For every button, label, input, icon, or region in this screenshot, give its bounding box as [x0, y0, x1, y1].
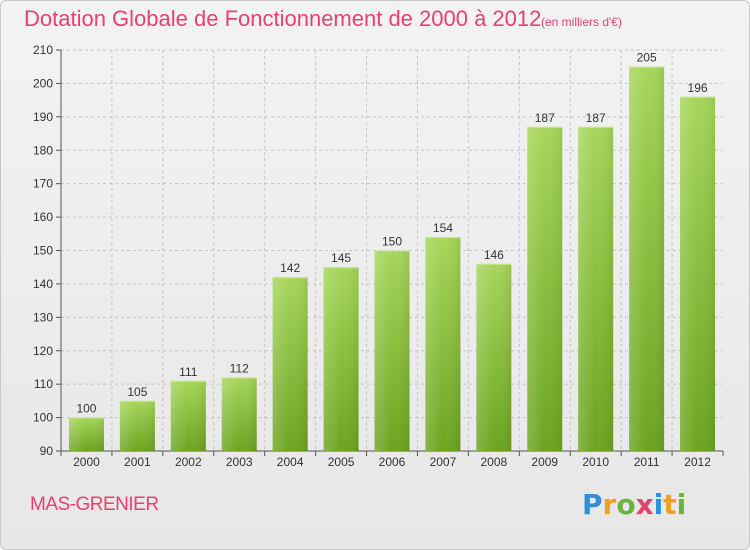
data-label: 187 [535, 111, 555, 125]
logo-letter: x [635, 488, 654, 521]
commune-name: MAS-GRENIER [30, 494, 159, 515]
y-tick-label: 200 [33, 76, 53, 90]
logo-letter: o [616, 488, 636, 521]
bar-shine [527, 126, 563, 451]
logo-letter: t [663, 488, 677, 521]
bar-shine [425, 237, 461, 451]
x-tick-label: 2010 [582, 455, 609, 469]
x-tick-label: 2001 [124, 455, 151, 469]
x-tick-label: 2003 [226, 455, 253, 469]
y-tick-label: 90 [40, 444, 54, 458]
y-tick-label: 180 [33, 143, 53, 157]
bar-shine [119, 400, 155, 451]
data-label: 145 [331, 251, 351, 265]
y-tick-label: 170 [33, 177, 53, 191]
axes: 90 100 110 120 130 140 150 160 170 180 190 200 210 20… [33, 43, 724, 469]
y-tick-label: 120 [33, 344, 53, 358]
y-tick-label: 100 [33, 411, 53, 425]
data-label: 154 [433, 221, 453, 235]
x-tick-label: 2007 [430, 455, 457, 469]
chart-subtitle: (en milliers d'€) [541, 15, 622, 29]
bar-shine [374, 250, 410, 451]
bar-shine [629, 66, 665, 451]
y-tick-label: 160 [33, 210, 53, 224]
x-tick-label: 2012 [684, 455, 711, 469]
logo-letter: r [602, 488, 617, 521]
y-tick-label: 190 [33, 110, 53, 124]
y-tick-label: 140 [33, 277, 53, 291]
bar-shine [476, 263, 512, 451]
x-tick-label: 2009 [531, 455, 558, 469]
data-label: 196 [688, 81, 708, 95]
data-label: 146 [484, 248, 504, 262]
data-label: 142 [280, 261, 300, 275]
x-tick-label: 2002 [175, 455, 202, 469]
x-tick-label: 2008 [480, 455, 507, 469]
bar-shine [680, 96, 716, 452]
bar-shine [170, 380, 206, 451]
bar-shine [578, 126, 614, 451]
logo-letter: i [676, 488, 687, 521]
bar-shine [68, 417, 104, 451]
data-labels: 100 105 111 112 142 145 150 154 146 187 187 205 196 [76, 51, 707, 416]
data-label: 100 [76, 402, 96, 416]
x-tick-label: 2000 [73, 455, 100, 469]
x-tick-label: 2011 [634, 455, 660, 469]
logo-letter: i [653, 488, 664, 521]
logo-letter: P [582, 488, 603, 521]
bar-shine [272, 277, 308, 451]
data-label: 205 [637, 51, 657, 65]
data-label: 111 [179, 365, 198, 379]
x-tick-label: 2006 [379, 455, 406, 469]
x-tick-label: 2004 [277, 455, 304, 469]
proxiti-logo: Proxiti [582, 488, 686, 521]
bar-shine [323, 267, 359, 451]
data-label: 105 [127, 385, 147, 399]
chart-title: Dotation Globale de Fonctionnement de 20… [24, 6, 542, 31]
data-label: 150 [382, 235, 402, 249]
y-tick-label: 210 [33, 43, 53, 57]
data-label: 112 [230, 361, 249, 375]
y-tick-label: 150 [33, 244, 53, 258]
bar-shine [221, 377, 257, 451]
data-label: 187 [586, 111, 606, 125]
x-tick-label: 2005 [328, 455, 355, 469]
y-tick-label: 110 [34, 377, 53, 391]
y-tick-label: 130 [33, 310, 53, 324]
bars [68, 66, 716, 452]
